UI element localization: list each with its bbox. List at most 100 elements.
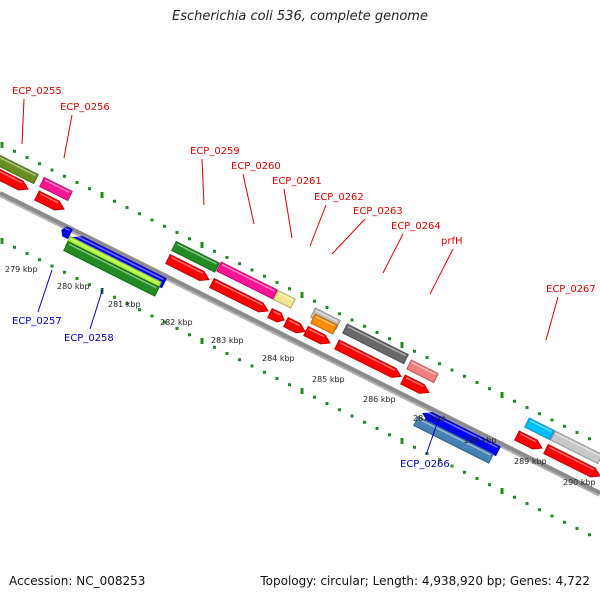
- forward-tick-rail: [263, 274, 266, 278]
- forward-tick-rail: [488, 387, 491, 391]
- forward-tick-rail: [363, 324, 366, 328]
- forward-gene-label: ECP_0262: [314, 192, 364, 203]
- gene-arrow-highlight: [221, 264, 275, 292]
- forward-tick-rail: [288, 287, 291, 291]
- gene-arrow-highlight: [418, 418, 491, 456]
- forward-gene-arrow: [524, 417, 555, 441]
- forward-label-leader: [429, 248, 454, 295]
- forward-gene-arrow: [283, 316, 306, 334]
- kbp-tick-label: 284 kbp: [262, 354, 295, 363]
- forward-gene-arrow: [165, 253, 210, 281]
- gene-arrow-highlight: [75, 235, 164, 281]
- forward-gene-arrow: [209, 277, 269, 313]
- gene-arrow-highlight: [214, 280, 263, 306]
- gene-arrow-highlight: [529, 420, 552, 433]
- reverse-tick-rail: [75, 277, 79, 280]
- reverse-tick-rail: [350, 414, 354, 418]
- reverse-tick-rail: [213, 345, 216, 349]
- kbp-tick-label: 281 kbp: [108, 300, 141, 309]
- forward-gene-arrow: [39, 176, 73, 202]
- reverse-tick-rail: [575, 527, 579, 530]
- reverse-tick-rail: [50, 264, 54, 268]
- forward-label-leader: [63, 114, 73, 159]
- gene-arrow-highlight: [308, 328, 325, 338]
- reverse-tick-rail: [400, 438, 404, 444]
- forward-tick-rail: [563, 424, 566, 428]
- forward-tick-rail: [350, 318, 354, 322]
- forward-tick-rail: [100, 192, 104, 198]
- reverse-tick-rail: [563, 520, 566, 524]
- forward-tick-rail: [525, 406, 529, 409]
- reverse-tick-rail: [263, 370, 266, 374]
- reverse-tick-rail: [225, 352, 229, 355]
- forward-tick-rail: [388, 337, 391, 341]
- reverse-tick-rail: [163, 320, 166, 324]
- reverse-tick-rail: [525, 502, 529, 505]
- kbp-tick-label: 283 kbp: [211, 336, 244, 345]
- forward-label-leader: [545, 296, 559, 341]
- gene-arrow-highlight: [0, 170, 23, 184]
- forward-gene-arrow: [267, 307, 285, 323]
- gene-arrow-highlight: [272, 310, 281, 316]
- reverse-tick-rail: [0, 238, 4, 244]
- gene-arrow-highlight: [411, 362, 436, 376]
- reverse-tick-rail: [300, 388, 304, 394]
- gene-arrow-highlight: [176, 243, 217, 265]
- forward-tick-rail: [375, 331, 379, 334]
- forward-tick-rail: [438, 362, 441, 366]
- forward-tick-rail: [425, 356, 429, 359]
- forward-tick-rail: [0, 142, 4, 148]
- gene-arrow-highlight: [70, 238, 159, 284]
- forward-gene-label: ECP_0263: [353, 206, 403, 217]
- forward-tick-rail: [275, 281, 279, 284]
- forward-tick-rail: [463, 374, 466, 378]
- gene-arrow-highlight: [347, 326, 406, 357]
- forward-gene-arrow: [334, 339, 402, 378]
- forward-tick-rail: [38, 162, 41, 166]
- forward-tick-rail: [25, 156, 29, 159]
- gene-arrow-highlight: [278, 292, 293, 301]
- reverse-tick-rail: [463, 470, 466, 474]
- reverse-gene-label: ECP_0266: [400, 459, 450, 470]
- forward-gene-arrow: [543, 443, 600, 478]
- forward-tick-rail: [500, 392, 504, 398]
- reverse-tick-rail: [63, 270, 66, 274]
- forward-tick-rail: [13, 149, 16, 153]
- kbp-tick-label: 287 kbp: [413, 414, 446, 423]
- reverse-tick-rail: [13, 245, 16, 249]
- forward-tick-rail: [338, 312, 341, 316]
- forward-tick-rail: [75, 181, 79, 184]
- forward-tick-rail: [450, 368, 454, 372]
- forward-tick-rail: [150, 218, 154, 222]
- gene-arrow-highlight: [170, 256, 204, 274]
- reverse-tick-rail: [125, 302, 129, 305]
- reverse-tick-rail: [338, 408, 341, 412]
- reverse-tick-rail: [175, 327, 179, 330]
- gene-arrow-highlight: [64, 227, 70, 232]
- reverse-gene-arrow: [413, 415, 494, 464]
- gene-arrow-highlight: [339, 342, 396, 371]
- gene-arrow-highlight: [555, 433, 600, 457]
- backbone: [0, 191, 600, 495]
- reverse-tick-rail: [475, 477, 479, 480]
- reverse-tick-rail: [275, 377, 279, 380]
- forward-tick-rail: [300, 292, 304, 298]
- forward-label-leader: [309, 204, 327, 247]
- reverse-tick-rail: [25, 252, 29, 255]
- forward-gene-arrow: [34, 190, 65, 211]
- accession-text: Accession: NC_008253: [9, 574, 146, 588]
- reverse-tick-rail: [313, 395, 316, 399]
- forward-gene-arrow: [171, 240, 220, 273]
- forward-tick-rail: [63, 174, 66, 178]
- forward-gene-arrow: [303, 325, 331, 345]
- reverse-tick-rail: [488, 483, 491, 487]
- reverse-tick-rail: [113, 295, 116, 299]
- reverse-tick-rail: [550, 514, 554, 518]
- forward-tick-rail: [413, 349, 416, 353]
- forward-gene-arrow: [550, 430, 600, 465]
- forward-tick-rail: [175, 231, 179, 234]
- reverse-tick-rail: [200, 338, 204, 344]
- forward-tick-rail: [513, 399, 516, 403]
- forward-gene-label: ECP_0260: [231, 161, 281, 172]
- reverse-tick-rail: [500, 488, 504, 494]
